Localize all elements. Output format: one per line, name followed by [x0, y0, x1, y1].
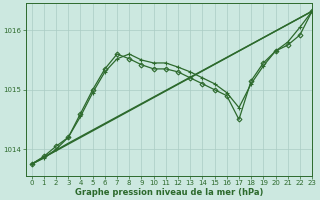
X-axis label: Graphe pression niveau de la mer (hPa): Graphe pression niveau de la mer (hPa): [75, 188, 263, 197]
